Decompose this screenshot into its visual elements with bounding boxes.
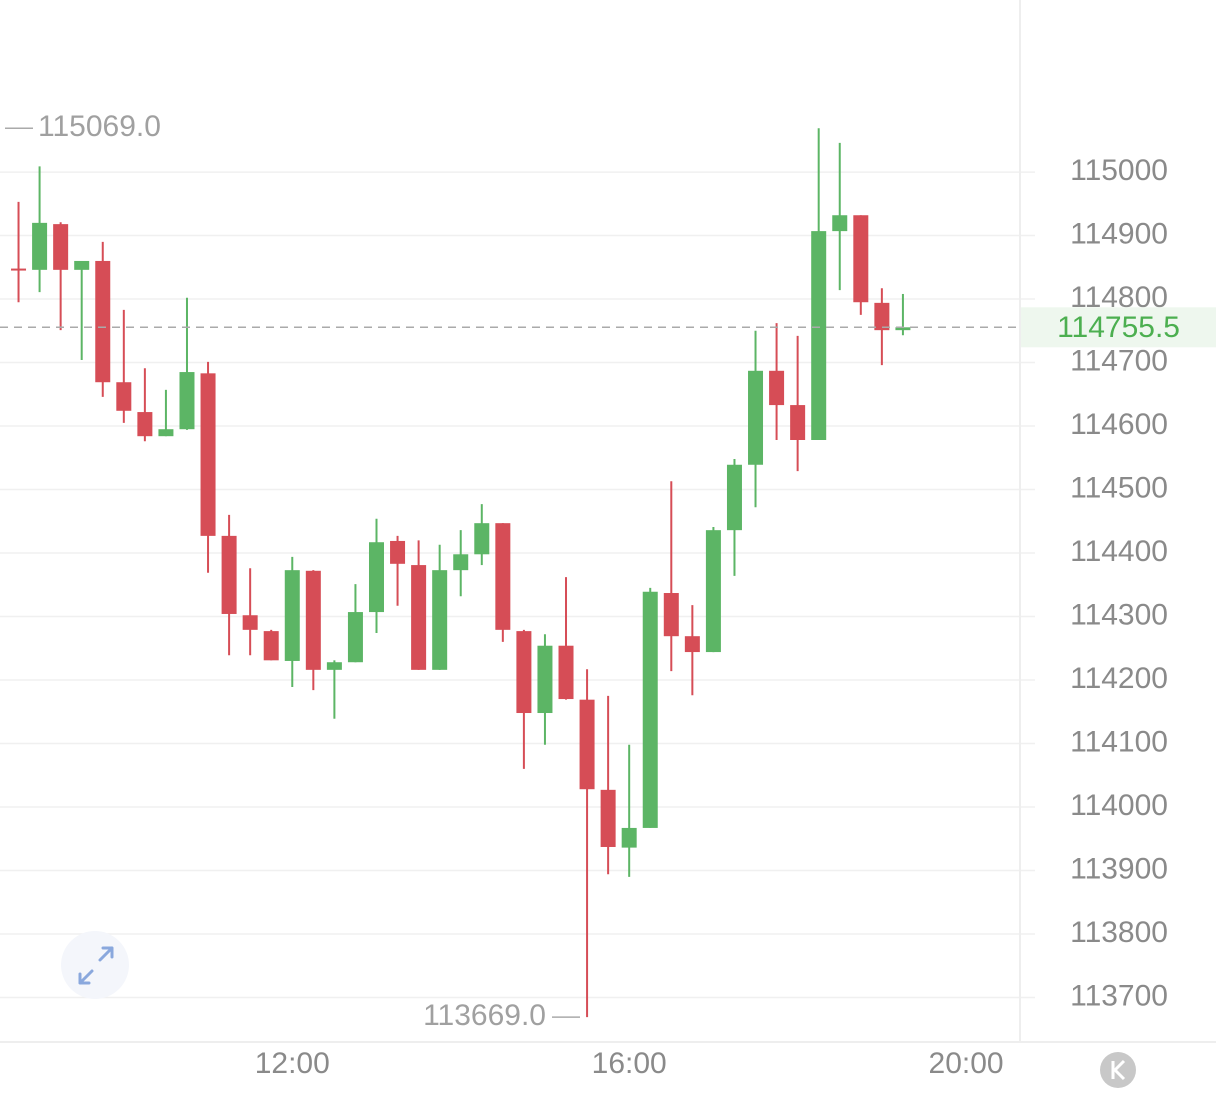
candle-body: [263, 631, 279, 661]
candle-body: [790, 405, 806, 440]
candle-body: [137, 412, 153, 437]
x-tick-label: 16:00: [592, 1047, 667, 1080]
candle-body: [811, 231, 827, 440]
candle-body: [663, 593, 679, 637]
candle-body: [179, 372, 195, 430]
expand-button-bg[interactable]: [61, 931, 129, 999]
last-price-box: [1021, 307, 1216, 348]
candle-body: [579, 699, 595, 790]
candle-body: [432, 570, 448, 670]
candle-body: [390, 540, 406, 564]
y-tick-label: 114600: [1070, 408, 1168, 441]
candle-body: [116, 382, 132, 411]
y-tick-label: 114900: [1070, 217, 1168, 250]
plot: 113700 113800 113900 114000 114100 114200 1143…: [0, 128, 1168, 1080]
candle-body: [53, 224, 69, 270]
candle-body: [242, 615, 258, 630]
y-tick-label: 114700: [1070, 344, 1168, 377]
high-label: 115069.0: [38, 110, 161, 143]
expand-button[interactable]: [61, 931, 129, 999]
candle-body: [853, 215, 869, 303]
candle-body: [748, 370, 764, 465]
candle-body: [453, 554, 469, 571]
candle-body: [305, 570, 321, 670]
expand-icon[interactable]: [78, 946, 114, 985]
low-label: 113669.0: [423, 999, 546, 1032]
candle-body: [874, 302, 890, 331]
candle-body: [495, 523, 511, 630]
y-tick-label: 115000: [1070, 154, 1168, 187]
candle-body: [537, 645, 553, 714]
y-tick-label: 114500: [1070, 471, 1168, 504]
candle-body: [600, 789, 616, 847]
candle-body: [32, 222, 48, 270]
candle-body: [832, 215, 848, 232]
candle-body: [221, 535, 237, 614]
candle-body: [769, 370, 785, 406]
candle-body: [200, 373, 216, 536]
candle-body: [284, 570, 300, 661]
x-tick-label: 12:00: [255, 1047, 330, 1080]
y-tick-label: 113700: [1070, 979, 1168, 1012]
candle-body: [158, 429, 174, 437]
y-tick-label: 113900: [1070, 852, 1168, 885]
y-tick-label: 114200: [1070, 662, 1168, 695]
candle-body: [726, 464, 742, 531]
kline-button[interactable]: [1100, 1052, 1136, 1088]
candle-body: [705, 530, 721, 653]
candle-body: [684, 636, 700, 653]
candle-body: [558, 645, 574, 700]
y-tick-label: 114400: [1070, 535, 1168, 568]
candle-body: [474, 523, 490, 555]
y-tick-label: 114000: [1070, 789, 1168, 822]
candle-body: [516, 631, 532, 714]
y-tick-label: 114300: [1070, 598, 1168, 631]
y-tick-label: 114100: [1070, 725, 1168, 758]
x-tick-label: 20:00: [929, 1047, 1004, 1080]
candle-body: [368, 542, 384, 613]
kline-icon[interactable]: [1111, 1059, 1126, 1081]
candle-body: [74, 260, 90, 270]
candle-body: [95, 260, 111, 383]
candle-body: [326, 662, 342, 670]
overlay: 115069.0 113669.0 114755.5: [0, 110, 1216, 1032]
last-price-label: 114755.5: [1057, 311, 1180, 344]
candle-body: [642, 591, 658, 828]
candle-body: [621, 827, 637, 848]
candle-body: [11, 268, 27, 271]
candle-body: [347, 612, 363, 663]
candle-body: [411, 565, 427, 670]
candle-body: [895, 327, 911, 331]
y-tick-label: 113800: [1070, 916, 1168, 949]
kline-button-bg[interactable]: [1100, 1052, 1136, 1088]
